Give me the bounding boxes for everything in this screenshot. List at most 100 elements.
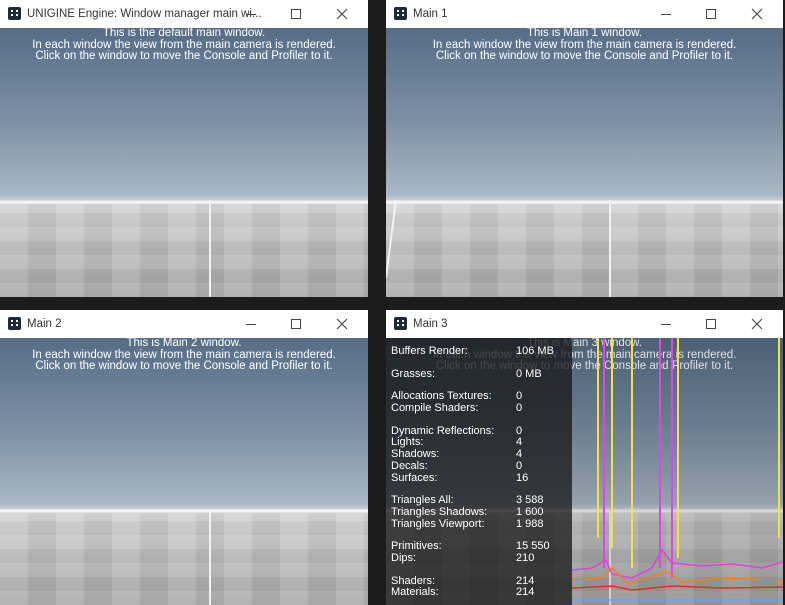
app-window[interactable]: Main 2 This is Main 2 window. In each win… bbox=[0, 310, 368, 605]
title-bar: Main 2 bbox=[0, 310, 368, 338]
close-button[interactable] bbox=[751, 8, 763, 20]
profiler-row: Triangles Shadows: 1 600 bbox=[391, 505, 572, 519]
profiler-row: Dips: 210 bbox=[391, 551, 572, 565]
message-line: Click on the window to move the Console … bbox=[35, 360, 333, 372]
viewport[interactable]: This is Main 1 window. In each window the… bbox=[386, 27, 783, 297]
app-icon bbox=[8, 317, 21, 330]
profiler-panel: Buffers Render: 106 MB Grasses: 0 MB Allocat… bbox=[386, 338, 572, 605]
window-message: This is the default main window. In each … bbox=[0, 27, 368, 63]
profiler-group: Grasses: 0 MB bbox=[391, 367, 572, 381]
window-title: Main 1 bbox=[413, 8, 448, 20]
maximize-button[interactable] bbox=[291, 319, 301, 329]
stat-value: 4 bbox=[516, 436, 523, 449]
window-title: Main 2 bbox=[27, 318, 62, 330]
profiler-row: Triangles All: 3 588 bbox=[391, 494, 572, 507]
floor bbox=[0, 204, 368, 297]
stat-label: Primitives: bbox=[391, 540, 442, 553]
stat-value: 0 bbox=[516, 390, 523, 403]
stat-label: Dynamic Reflections: bbox=[391, 424, 495, 437]
stat-label: Shadows: bbox=[391, 448, 440, 461]
window-buttons bbox=[645, 310, 783, 338]
profiler-row: Allocations Textures: 0 bbox=[391, 391, 572, 403]
floor bbox=[0, 512, 368, 605]
viewport[interactable]: This is the default main window. In each … bbox=[0, 27, 368, 297]
app-icon bbox=[394, 317, 407, 330]
profiler-row: Buffers Render: 106 MB bbox=[391, 345, 572, 358]
stat-label: Materials: bbox=[391, 586, 439, 599]
profiler-graph bbox=[572, 338, 783, 605]
window-buttons bbox=[230, 310, 368, 338]
stat-value: 0 MB bbox=[516, 367, 542, 380]
stat-value: 0 bbox=[516, 424, 523, 437]
message-line: This is Main 2 window. bbox=[126, 337, 242, 349]
app-window[interactable]: Main 3 This is Main 3 window.In each win… bbox=[386, 310, 783, 605]
message-line: This is Main 1 window. bbox=[526, 27, 643, 39]
stat-value: 106 MB bbox=[516, 345, 554, 357]
profiler-row: Lights: 4 bbox=[391, 437, 572, 449]
stat-value: 0 bbox=[516, 402, 523, 415]
title-bar: Main 3 bbox=[386, 310, 783, 338]
message-line: This is the default main window. bbox=[102, 27, 266, 39]
viewport[interactable]: This is Main 2 window. In each window the… bbox=[0, 337, 368, 605]
profiler-group: Shaders: 214 Materials: 214 bbox=[391, 574, 572, 599]
stat-label: Dips: bbox=[391, 551, 417, 564]
maximize-button[interactable] bbox=[291, 9, 301, 19]
stat-label: Allocations Textures: bbox=[391, 390, 492, 403]
close-button[interactable] bbox=[336, 318, 348, 330]
maximize-button[interactable] bbox=[706, 9, 716, 19]
message-line: Click on the window to move the Console … bbox=[386, 360, 783, 373]
profiler-group: Dynamic Reflections: 0 Lights: 4 Shadows: 4 De… bbox=[391, 424, 572, 485]
floor bbox=[386, 204, 783, 297]
profiler-row: Surfaces: 16 bbox=[391, 471, 572, 485]
window-controls bbox=[246, 8, 348, 20]
profiler-group: Allocations Textures: 0 Compile Shaders: 0 bbox=[391, 391, 572, 414]
stat-value: 214 bbox=[516, 586, 535, 599]
stat-value: 1 988 bbox=[516, 517, 544, 530]
stat-label: Compile Shaders: bbox=[391, 402, 479, 415]
stat-label: Buffers Render: bbox=[391, 345, 468, 357]
stat-label: Grasses: bbox=[391, 367, 436, 380]
window-controls bbox=[246, 318, 348, 330]
message-line: In each window the view from the main ca… bbox=[32, 38, 336, 51]
window-message: This is Main 3 window.In each window the… bbox=[386, 337, 783, 373]
maximize-button[interactable] bbox=[706, 319, 716, 329]
message-line: Click on the window to move the Console … bbox=[35, 50, 333, 62]
stat-label: Decals: bbox=[391, 459, 428, 472]
window-buttons bbox=[645, 0, 783, 28]
profiler-group: Buffers Render: 106 MB bbox=[391, 345, 572, 358]
window-message: This is Main 1 window. In each window the… bbox=[386, 27, 783, 63]
message-line: In each window the view from the main ca… bbox=[386, 349, 783, 362]
profiler-row: Materials: 214 bbox=[391, 587, 572, 599]
close-button[interactable] bbox=[751, 318, 763, 330]
window-title: UNIGINE Engine: Window manager main wi..… bbox=[27, 8, 262, 20]
profiler-row: Dynamic Reflections: 0 bbox=[391, 424, 572, 438]
stat-label: Triangles Shadows: bbox=[391, 505, 488, 518]
app-icon bbox=[394, 7, 407, 20]
stat-value: 214 bbox=[516, 574, 535, 587]
stat-value: 15 550 bbox=[516, 540, 550, 553]
stat-value: 210 bbox=[516, 551, 535, 564]
stat-value: 16 bbox=[516, 471, 529, 484]
window-buttons bbox=[230, 0, 368, 28]
stat-label: Triangles Viewport: bbox=[391, 517, 485, 530]
message-line: This is Main 3 window. bbox=[386, 337, 783, 350]
profiler-row: Grasses: 0 MB bbox=[391, 367, 572, 381]
stat-value: 1 600 bbox=[516, 505, 544, 518]
stat-label: Triangles All: bbox=[391, 494, 454, 507]
title-bar: UNIGINE Engine: Window manager main wi..… bbox=[0, 0, 368, 28]
app-window[interactable]: UNIGINE Engine: Window manager main wi..… bbox=[0, 0, 368, 297]
stat-label: Surfaces: bbox=[391, 471, 438, 484]
app-icon bbox=[8, 7, 21, 20]
message-line: In each window the view from the main ca… bbox=[32, 348, 336, 361]
stat-value: 4 bbox=[516, 448, 523, 461]
profiler-row: Compile Shaders: 0 bbox=[391, 402, 572, 415]
floor-lines bbox=[609, 510, 611, 605]
message-line: Click on the window to move the Console … bbox=[435, 50, 734, 62]
stat-label: Shaders: bbox=[391, 574, 436, 587]
app-window[interactable]: Main 1 This is Main 1 window. In each win… bbox=[386, 0, 783, 297]
window-message: This is Main 2 window. In each window the… bbox=[0, 337, 368, 373]
close-button[interactable] bbox=[336, 8, 348, 20]
profiler-row: Shadows: 4 bbox=[391, 448, 572, 461]
profiler-row: Decals: 0 bbox=[391, 459, 572, 473]
